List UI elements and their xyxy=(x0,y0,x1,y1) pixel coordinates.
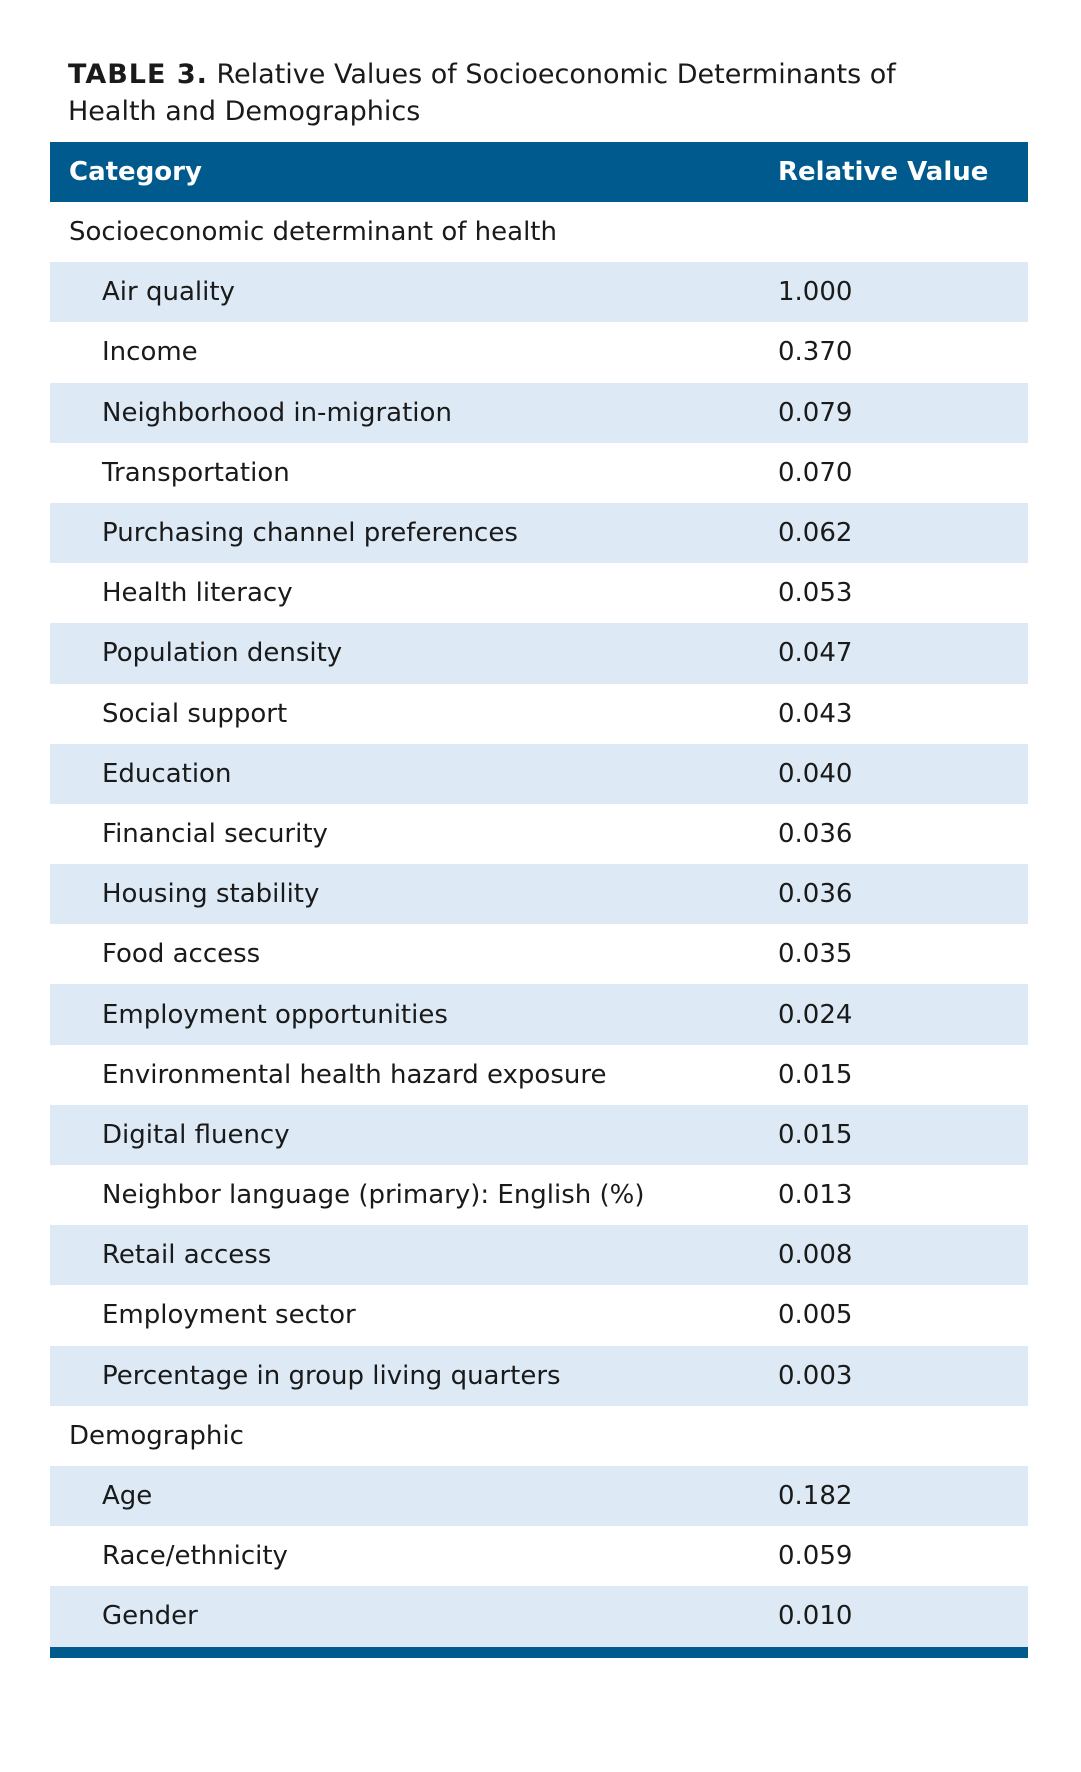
row-relative-value: 0.003 xyxy=(778,1360,853,1391)
row-category: Age xyxy=(102,1481,153,1512)
row-relative-value: 0.036 xyxy=(778,818,853,849)
table-body: Socioeconomic determinant of health Air q… xyxy=(50,202,1028,1647)
table-row: Digital fluency 0.015 xyxy=(50,1104,1028,1165)
table-row: Air quality 1.000 xyxy=(50,262,1028,323)
row-relative-value: 0.010 xyxy=(778,1601,853,1632)
row-category: Transportation xyxy=(102,457,290,488)
table-row: Employment sector 0.005 xyxy=(50,1285,1028,1345)
row-category: Food access xyxy=(102,939,261,970)
row-category: Education xyxy=(102,758,232,789)
row-relative-value: 0.070 xyxy=(778,457,853,488)
table-row: Financial security 0.036 xyxy=(50,804,1028,864)
section-title: Demographic xyxy=(69,1420,244,1451)
row-relative-value: 0.370 xyxy=(778,337,853,368)
table-row: Neighbor language (primary): English (%)… xyxy=(50,1165,1028,1225)
row-relative-value: 0.043 xyxy=(778,698,853,729)
table-row: Transportation 0.070 xyxy=(50,443,1028,503)
section-title: Socioeconomic determinant of health xyxy=(69,217,557,248)
row-relative-value: 0.024 xyxy=(778,999,853,1030)
section-row: Demographic xyxy=(50,1406,1028,1466)
row-category: Digital fluency xyxy=(102,1119,290,1150)
row-relative-value: 0.036 xyxy=(778,879,853,910)
table-row: Health literacy 0.053 xyxy=(50,563,1028,623)
table-row: Purchasing channel preferences 0.062 xyxy=(50,502,1028,564)
row-relative-value: 0.035 xyxy=(778,939,853,970)
row-category: Health literacy xyxy=(102,578,293,609)
row-relative-value: 0.005 xyxy=(778,1300,853,1331)
table-title: Relative Values of Socioeconomic Determi… xyxy=(68,59,896,127)
table-row: Retail access 0.008 xyxy=(50,1225,1028,1286)
header-relative-value: Relative Value xyxy=(778,157,989,187)
row-category: Population density xyxy=(102,638,343,669)
row-category: Social support xyxy=(102,698,288,729)
row-relative-value: 0.008 xyxy=(778,1240,853,1271)
row-relative-value: 0.015 xyxy=(778,1119,853,1150)
row-category: Income xyxy=(102,337,198,368)
row-relative-value: 0.040 xyxy=(778,758,853,789)
row-relative-value: 0.015 xyxy=(778,1059,853,1090)
row-category: Retail access xyxy=(102,1240,272,1271)
table-caption: TABLE 3. Relative Values of Socioeconomi… xyxy=(68,56,988,130)
table-row: Race/ethnicity 0.059 xyxy=(50,1526,1028,1586)
row-relative-value: 0.053 xyxy=(778,578,853,609)
bottom-rule xyxy=(50,1646,1028,1658)
table-header: Category Relative Value xyxy=(50,142,1028,202)
header-category: Category xyxy=(69,157,202,187)
row-category: Financial security xyxy=(102,818,328,849)
row-category: Housing stability xyxy=(102,879,320,910)
row-category: Neighbor language (primary): English (%) xyxy=(102,1180,645,1211)
row-relative-value: 0.062 xyxy=(778,518,853,549)
data-table: Category Relative Value Socioeconomic de… xyxy=(50,142,1028,1658)
row-category: Gender xyxy=(102,1601,198,1632)
row-relative-value: 0.047 xyxy=(778,638,853,669)
row-category: Neighborhood in-migration xyxy=(102,397,452,428)
table-row: Population density 0.047 xyxy=(50,623,1028,684)
table-row: Neighborhood in-migration 0.079 xyxy=(50,382,1028,443)
section-row: Socioeconomic determinant of health xyxy=(50,202,1028,262)
table-row: Percentage in group living quarters 0.003 xyxy=(50,1345,1028,1406)
table-row: Education 0.040 xyxy=(50,743,1028,804)
row-category: Purchasing channel preferences xyxy=(102,518,518,549)
row-category: Employment sector xyxy=(102,1300,356,1331)
table-row: Food access 0.035 xyxy=(50,924,1028,984)
table-row: Employment opportunities 0.024 xyxy=(50,984,1028,1045)
table-row: Gender 0.010 xyxy=(50,1586,1028,1647)
row-relative-value: 0.079 xyxy=(778,397,853,428)
row-category: Employment opportunities xyxy=(102,999,448,1030)
table-row: Age 0.182 xyxy=(50,1465,1028,1527)
table-row: Social support 0.043 xyxy=(50,684,1028,744)
row-relative-value: 1.000 xyxy=(778,277,853,308)
table-row: Housing stability 0.036 xyxy=(50,864,1028,925)
row-relative-value: 0.182 xyxy=(778,1481,853,1512)
table-row: Income 0.370 xyxy=(50,322,1028,382)
row-category: Race/ethnicity xyxy=(102,1541,288,1572)
table-label: TABLE 3. xyxy=(68,59,208,90)
row-category: Environmental health hazard exposure xyxy=(102,1059,607,1090)
row-category: Percentage in group living quarters xyxy=(102,1360,561,1391)
row-category: Air quality xyxy=(102,277,235,308)
row-relative-value: 0.013 xyxy=(778,1180,853,1211)
row-relative-value: 0.059 xyxy=(778,1541,853,1572)
table-row: Environmental health hazard exposure 0.01… xyxy=(50,1045,1028,1105)
